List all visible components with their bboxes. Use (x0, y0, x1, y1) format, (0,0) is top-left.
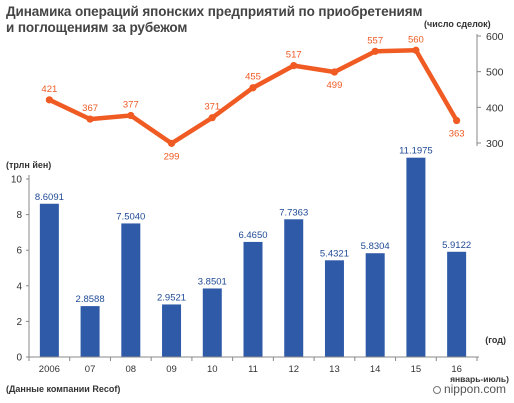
brand-logo: nippon.com (432, 382, 506, 396)
line-value-label-2: 377 (123, 100, 139, 111)
line-y-tick-label-0: 300 (486, 138, 504, 150)
bar-value-label-6: 7.7363 (279, 207, 308, 218)
source-note: (Данные компании Recof) (6, 384, 121, 394)
x-tick-label-7: 13 (329, 364, 340, 375)
x-tick-label-0: 2006 (39, 364, 60, 375)
line-value-label-5: 455 (245, 72, 261, 83)
x-tick-label-1: 07 (85, 364, 96, 375)
bar-y-tick-label-1: 2 (16, 317, 22, 328)
x-tick-label-3: 09 (166, 364, 177, 375)
chart-title-line-1: Динамика операций японских предприятий п… (6, 4, 423, 19)
bar-value-label-9: 11.1975 (399, 146, 433, 157)
bar-8 (365, 253, 385, 357)
line-point-6 (290, 62, 298, 70)
bar-y-tick-label-2: 4 (16, 281, 22, 292)
line-point-4 (208, 114, 216, 122)
bar-value-label-7: 5.4321 (320, 248, 349, 259)
x-tick-label-2: 08 (126, 364, 137, 375)
bar-10 (447, 251, 467, 357)
bar-7 (324, 260, 344, 357)
line-value-label-6: 517 (286, 50, 302, 61)
line-unit-label: (число сделок) (424, 19, 491, 29)
line-y-tick-label-1: 400 (486, 102, 504, 114)
line-value-label-8: 557 (367, 35, 383, 46)
bar-value-label-1: 2.8588 (76, 294, 105, 305)
line-point-1 (86, 115, 94, 123)
x-axis-note-period: январь-июль) (450, 374, 509, 384)
bar-9 (406, 157, 426, 357)
line-y-tick-label-3: 600 (486, 31, 504, 43)
line-series (47, 48, 459, 146)
bar-unit-label: (трлн йен) (6, 160, 52, 170)
bar-0 (39, 203, 59, 357)
bar-3 (162, 304, 182, 357)
line-point-5 (249, 84, 257, 92)
line-point-0 (45, 96, 53, 104)
bar-y-tick-label-0: 0 (16, 353, 22, 364)
line-y-tick-label-2: 500 (486, 67, 504, 79)
line-value-label-10: 363 (449, 129, 465, 140)
bar-y-tick-label-5: 10 (11, 175, 23, 186)
brand-name: nippon.com (443, 382, 506, 396)
line-point-9 (412, 46, 420, 54)
bar-4 (202, 288, 222, 357)
x-axis-note-year: (год) (485, 335, 506, 345)
bar-value-label-0: 8.6091 (35, 192, 64, 203)
bar-y-tick-label-4: 8 (16, 210, 22, 221)
line-value-label-1: 367 (82, 103, 98, 114)
bar-value-label-3: 2.9521 (157, 292, 186, 303)
line-point-2 (127, 111, 135, 120)
line-point-3 (167, 139, 176, 147)
bar-6 (284, 219, 304, 357)
line-value-label-4: 371 (204, 102, 220, 113)
bar-value-label-2: 7.5040 (116, 211, 145, 222)
line-point-8 (371, 47, 379, 55)
line-value-label-7: 499 (327, 80, 343, 91)
bar-value-label-8: 5.8304 (361, 241, 390, 252)
bar-5 (243, 241, 263, 357)
chart-title-line-2: и поглощениям за рубежом (6, 20, 188, 35)
brand-dot-icon (432, 386, 441, 394)
bar-value-label-4: 3.8501 (198, 276, 227, 287)
bar-1 (80, 306, 100, 357)
x-tick-label-6: 12 (288, 364, 299, 375)
x-tick-label-8: 14 (370, 364, 381, 375)
line-value-label-9: 560 (408, 34, 424, 45)
x-tick-label-10: 16 (451, 364, 462, 375)
x-tick-label-4: 10 (207, 364, 218, 375)
x-tick-label-5: 11 (248, 364, 258, 375)
line-point-7 (330, 68, 339, 76)
bar-value-label-5: 6.4650 (238, 230, 267, 241)
bar-value-label-10: 5.9122 (442, 240, 471, 251)
line-value-label-3: 299 (164, 151, 180, 162)
line-value-label-0: 421 (41, 84, 57, 95)
bar-y-tick-label-3: 6 (16, 246, 22, 257)
x-tick-label-9: 15 (411, 364, 422, 375)
bar-2 (121, 223, 141, 357)
line-point-10 (453, 116, 461, 125)
